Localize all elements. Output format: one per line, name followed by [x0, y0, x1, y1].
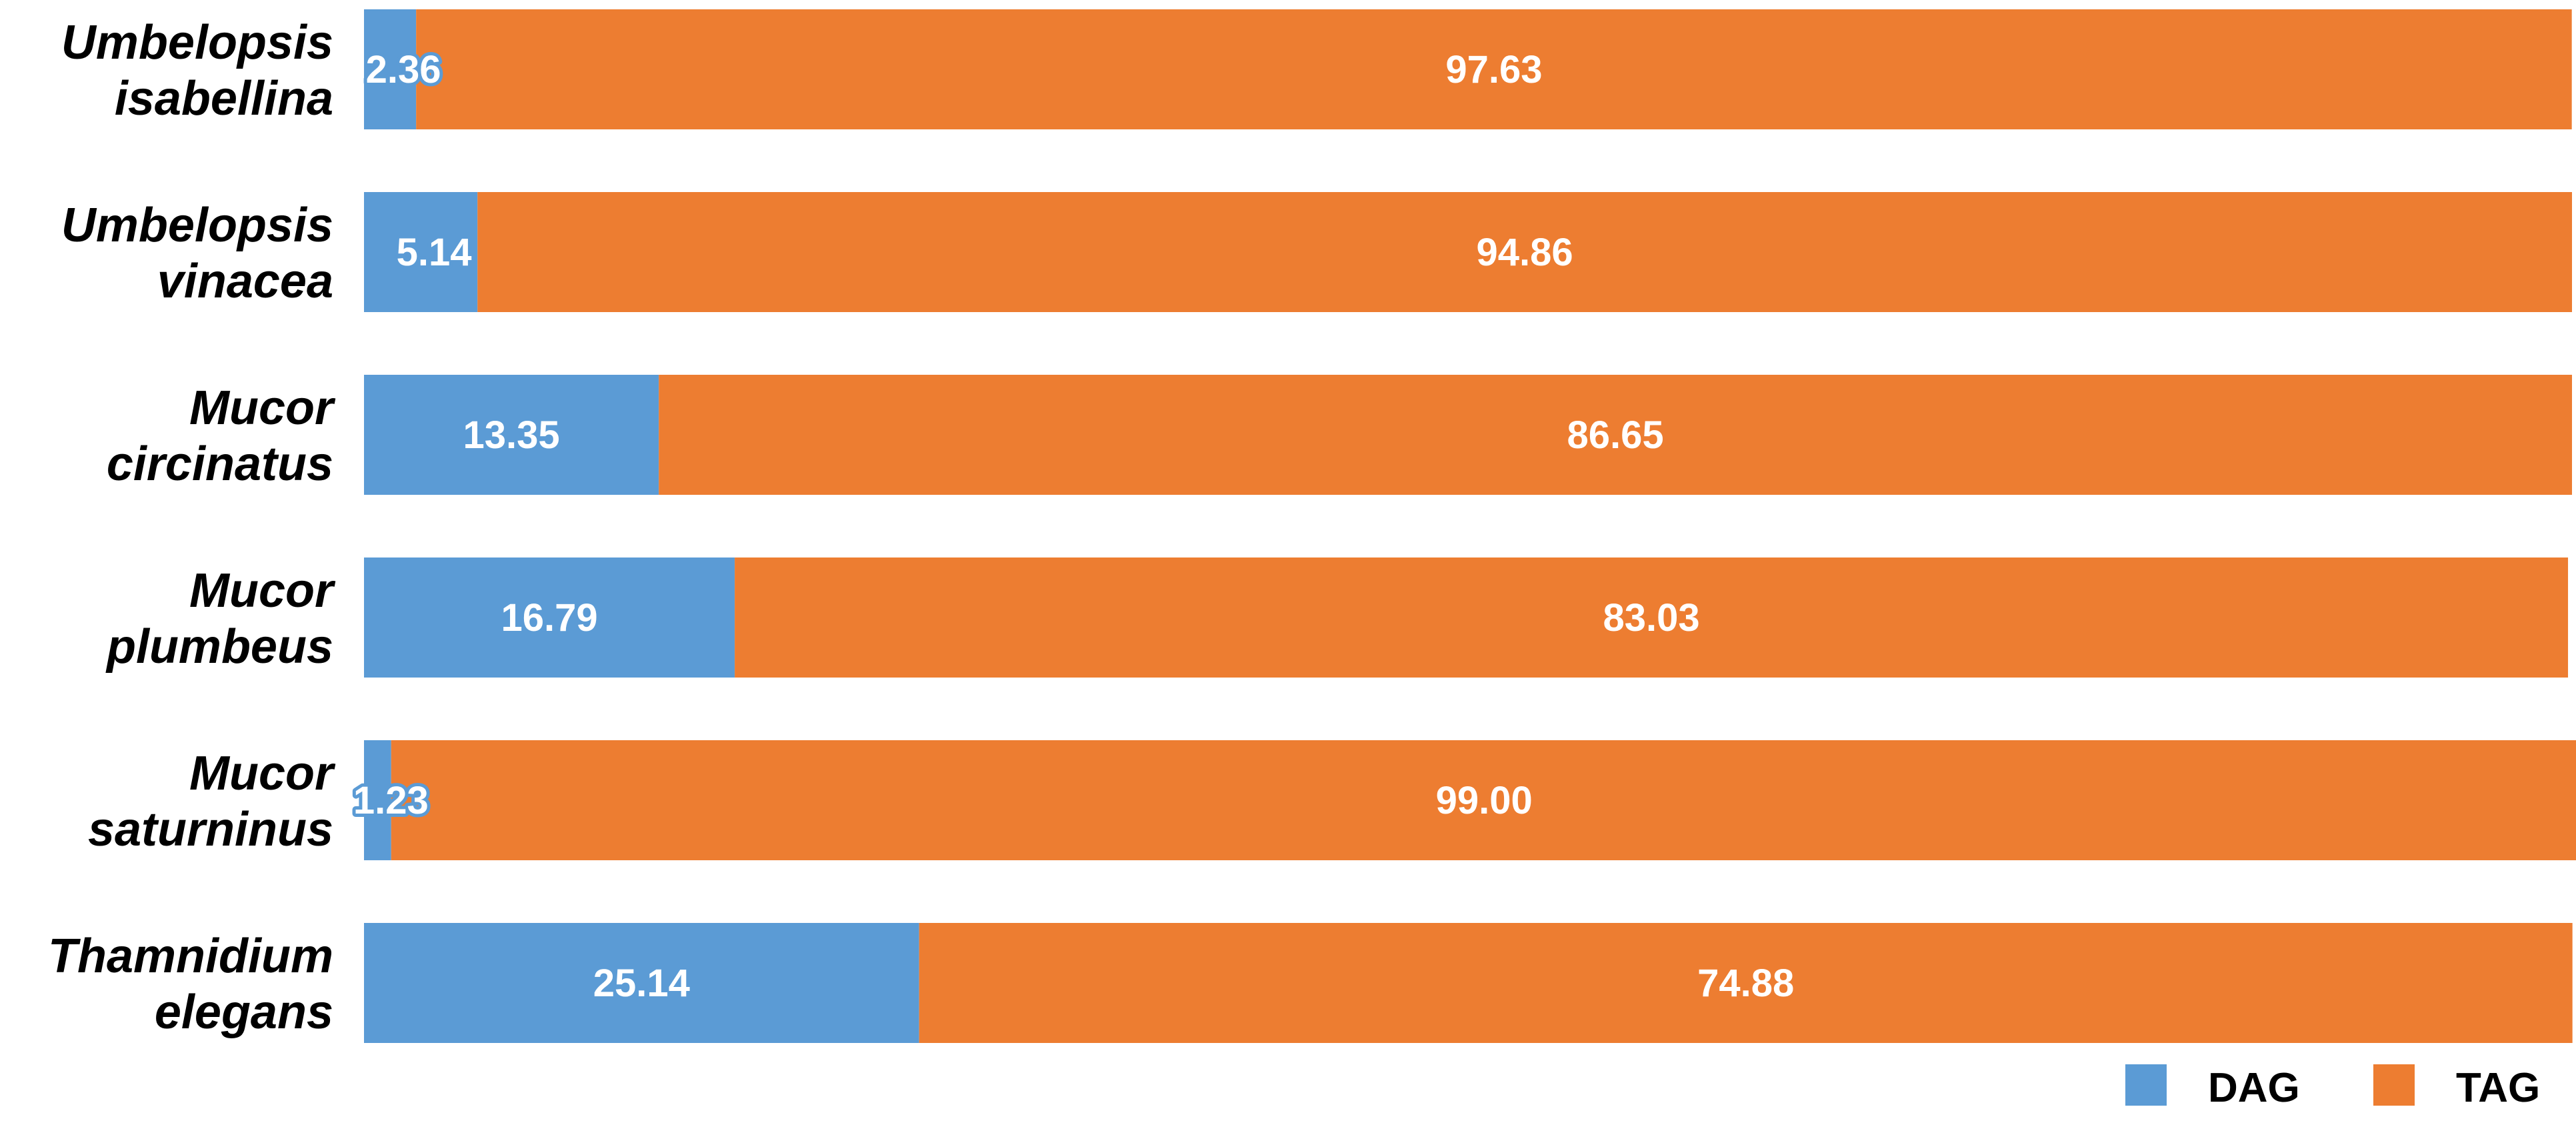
- legend-label-tag: TAG: [2456, 1065, 2540, 1111]
- legend-label-dag: DAG: [2208, 1065, 2300, 1111]
- category-label-line: isabellina: [115, 72, 333, 125]
- category-label-line: vinacea: [157, 255, 333, 308]
- bar-dag: [364, 192, 478, 312]
- category-label-line: Mucor: [189, 747, 336, 800]
- data-label-dag: 25.14: [593, 962, 690, 1005]
- category-label: Thamnidium elegans: [48, 930, 333, 1039]
- category-label-line: Mucor: [189, 381, 336, 435]
- bar-tag: [477, 192, 2572, 312]
- bars: [364, 9, 2576, 1043]
- data-label-dag: 16.79: [501, 596, 597, 640]
- bar-tag: [659, 375, 2573, 495]
- category-label: Mucor circinatus: [107, 381, 336, 491]
- bar-tag: [391, 740, 2576, 860]
- data-label-dag: 5.14: [397, 231, 472, 274]
- legend-swatch-dag: [2125, 1064, 2167, 1106]
- data-label-tag: 97.63: [1445, 48, 1542, 91]
- category-label-line: Thamnidium: [48, 930, 333, 983]
- bar-dag: [364, 923, 919, 1043]
- category-label-line: plumbeus: [105, 620, 333, 674]
- bar-dag: [364, 375, 659, 495]
- category-label-line: circinatus: [107, 437, 333, 491]
- data-label-tag: 86.65: [1567, 413, 1663, 457]
- category-label-line: Umbelopsis: [61, 199, 333, 252]
- bar-tag: [416, 9, 2572, 129]
- category-label: Umbelopsis vinacea: [61, 199, 333, 308]
- bar-dag: [364, 557, 735, 678]
- data-label-dag: 1.23: [353, 779, 429, 822]
- data-label-tag: 83.03: [1603, 596, 1699, 640]
- bar-dag: [364, 9, 417, 129]
- legend-swatch-tag: [2373, 1064, 2415, 1106]
- data-label-tag: 99.00: [1436, 779, 1533, 822]
- data-label-dag: 2.36: [366, 48, 441, 91]
- category-label: Umbelopsis isabellina: [61, 16, 333, 125]
- data-label-tag: 94.86: [1477, 231, 1573, 274]
- category-label: Mucor saturninus: [88, 747, 336, 856]
- bar-dag: [364, 740, 391, 860]
- data-labels: 2.36 97.63 5.14 94.86 13.35 86.65 16.79 83.03 1.…: [350, 45, 1794, 1005]
- legend: DAG TAG: [2125, 1064, 2540, 1111]
- category-label-line: Umbelopsis: [61, 16, 333, 69]
- category-label-line: elegans: [155, 986, 333, 1039]
- category-label-line: saturninus: [88, 803, 333, 856]
- category-label-line: Mucor: [189, 564, 336, 618]
- data-label-dag: 13.35: [463, 413, 559, 457]
- category-label: Mucor plumbeus: [105, 564, 336, 674]
- bar-tag: [919, 923, 2573, 1043]
- bar-tag: [735, 557, 2569, 678]
- data-label-tag: 74.88: [1697, 962, 1794, 1005]
